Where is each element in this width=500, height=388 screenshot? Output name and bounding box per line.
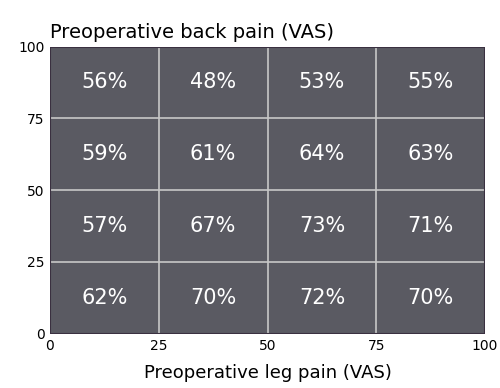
Bar [376, 118, 485, 190]
Bar [376, 190, 485, 262]
Text: 55%: 55% [408, 73, 454, 92]
Text: 59%: 59% [81, 144, 128, 164]
Text: 53%: 53% [299, 73, 345, 92]
Text: 70%: 70% [190, 288, 236, 308]
X-axis label: Preoperative leg pain (VAS): Preoperative leg pain (VAS) [144, 364, 392, 382]
Text: 48%: 48% [190, 73, 236, 92]
Bar [159, 118, 268, 190]
Text: 70%: 70% [408, 288, 454, 308]
Bar [159, 190, 268, 262]
Bar [268, 190, 376, 262]
Bar [50, 47, 159, 118]
Text: Preoperative back pain (VAS): Preoperative back pain (VAS) [50, 23, 334, 42]
Bar [50, 262, 159, 334]
Text: 64%: 64% [298, 144, 345, 164]
Bar [50, 190, 159, 262]
Bar [268, 118, 376, 190]
Bar [159, 47, 268, 118]
Bar [376, 262, 485, 334]
Text: 63%: 63% [408, 144, 454, 164]
Text: 67%: 67% [190, 216, 236, 236]
Text: 71%: 71% [408, 216, 454, 236]
Text: 73%: 73% [299, 216, 345, 236]
Text: 56%: 56% [81, 73, 128, 92]
Text: 57%: 57% [81, 216, 128, 236]
Bar [376, 47, 485, 118]
Bar [268, 262, 376, 334]
Bar [50, 118, 159, 190]
Text: 62%: 62% [81, 288, 128, 308]
Text: 72%: 72% [299, 288, 345, 308]
Bar [268, 47, 376, 118]
Text: 61%: 61% [190, 144, 236, 164]
Bar [159, 262, 268, 334]
